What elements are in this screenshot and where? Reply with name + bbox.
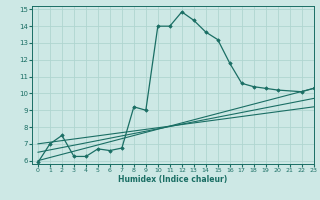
X-axis label: Humidex (Indice chaleur): Humidex (Indice chaleur) (118, 175, 228, 184)
